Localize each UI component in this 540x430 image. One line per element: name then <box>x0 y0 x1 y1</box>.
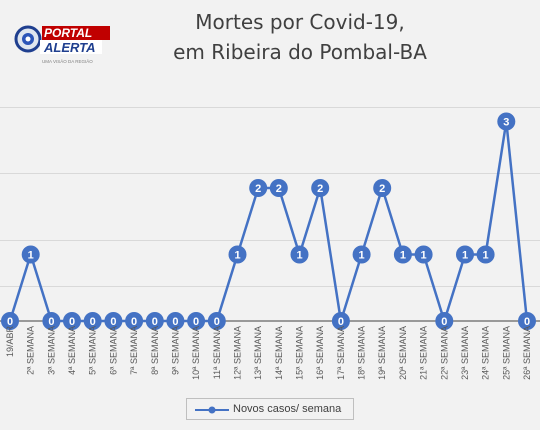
portal-alerta-logo: PORTAL ALERTA UMA VISÃO DA REGIÃO <box>14 25 110 64</box>
data-point <box>373 179 392 197</box>
data-label: 1 <box>421 250 427 262</box>
data-label: 1 <box>28 250 34 262</box>
series-line <box>8 120 529 323</box>
chart-subtitle: em Ribeira do Pombal-BA <box>173 40 427 64</box>
legend-line-marker-icon <box>195 406 229 414</box>
x-tick-label: 4ª SEMANA <box>67 326 77 375</box>
data-point <box>352 245 371 264</box>
data-label: 1 <box>462 250 468 262</box>
data-point <box>125 312 144 330</box>
data-label: 0 <box>193 316 199 328</box>
x-tick-label: 17ª SEMANA <box>336 326 346 380</box>
x-tick-label: 23ª SEMANA <box>460 326 470 380</box>
data-point <box>435 312 454 330</box>
x-tick-label: 5ª SEMANA <box>88 326 98 375</box>
data-label: 0 <box>152 316 158 328</box>
x-tick-label: 16ª SEMANA <box>315 326 325 380</box>
chart-title: Mortes por Covid-19, <box>195 10 405 34</box>
data-label: 0 <box>338 316 344 328</box>
data-point <box>311 179 330 197</box>
data-point <box>166 312 185 330</box>
data-label: 0 <box>7 316 13 328</box>
data-point <box>42 312 61 330</box>
data-point <box>290 245 309 264</box>
data-point <box>207 312 226 330</box>
svg-text:ALERTA: ALERTA <box>43 40 96 55</box>
x-tick-label: 2ª SEMANA <box>26 326 36 375</box>
x-tick-label: 19ª SEMANA <box>377 326 387 380</box>
x-tick-label: 14ª SEMANA <box>274 326 284 380</box>
data-label: 0 <box>524 316 530 328</box>
data-point <box>414 245 433 264</box>
x-tick-label: 19/ABR <box>5 326 15 358</box>
data-point <box>518 312 536 330</box>
x-tick-label: 20ª SEMANA <box>398 326 408 380</box>
x-tick-label: 24ª SEMANA <box>481 326 491 380</box>
x-tick-label: 22ª SEMANA <box>439 326 449 380</box>
chart-legend: Novos casos/ semana <box>186 398 354 420</box>
x-tick-label: 9ª SEMANA <box>170 326 180 375</box>
data-point <box>331 312 350 330</box>
x-tick-label: 21ª SEMANA <box>419 326 429 380</box>
data-label: 1 <box>483 250 489 262</box>
data-label: 2 <box>379 183 385 195</box>
data-point <box>83 312 102 330</box>
data-point <box>249 179 268 197</box>
x-tick-label: 18ª SEMANA <box>357 326 367 380</box>
data-point <box>187 312 206 330</box>
data-label: 1 <box>234 250 240 262</box>
legend-series-name: Novos casos/ semana <box>233 403 342 415</box>
data-point <box>228 245 247 264</box>
data-label: 3 <box>503 117 509 129</box>
data-label: 1 <box>296 250 302 262</box>
data-point <box>269 179 288 197</box>
x-tick-label: 15ª SEMANA <box>295 326 305 380</box>
data-label: 0 <box>214 316 220 328</box>
x-tick-label: 25ª SEMANA <box>501 326 511 380</box>
data-point <box>21 245 40 264</box>
data-label: 0 <box>110 316 116 328</box>
data-point <box>63 312 81 330</box>
x-tick-label: 26ª SEMANA <box>522 326 532 380</box>
x-tick-label: 13ª SEMANA <box>253 326 263 380</box>
data-label: 2 <box>317 183 323 195</box>
data-point <box>145 312 164 330</box>
data-point <box>104 312 123 330</box>
data-label: 0 <box>131 316 137 328</box>
data-label: 0 <box>441 316 447 328</box>
data-label: 0 <box>69 316 75 328</box>
x-tick-label: 12ª SEMANA <box>233 326 243 380</box>
data-point <box>497 112 516 131</box>
data-point <box>476 245 495 264</box>
x-tick-label: 10ª SEMANA <box>191 326 201 380</box>
data-label: 2 <box>255 183 261 195</box>
x-tick-label: 6ª SEMANA <box>108 326 118 375</box>
data-point <box>1 312 19 330</box>
data-point <box>393 245 412 264</box>
x-tick-label: 7ª SEMANA <box>129 326 139 375</box>
data-label: 0 <box>172 316 178 328</box>
x-tick-label: 11ª SEMANA <box>212 326 222 379</box>
x-tick-label: 8ª SEMANA <box>150 326 160 375</box>
data-label: 1 <box>400 250 406 262</box>
data-label: 0 <box>90 316 96 328</box>
data-label: 0 <box>48 316 54 328</box>
x-tick-label: 3ª SEMANA <box>46 326 56 375</box>
svg-text:PORTAL: PORTAL <box>44 26 92 40</box>
data-point <box>456 245 474 264</box>
svg-text:UMA VISÃO DA REGIÃO: UMA VISÃO DA REGIÃO <box>42 58 93 64</box>
data-label: 1 <box>359 250 365 262</box>
data-label: 2 <box>276 183 282 195</box>
